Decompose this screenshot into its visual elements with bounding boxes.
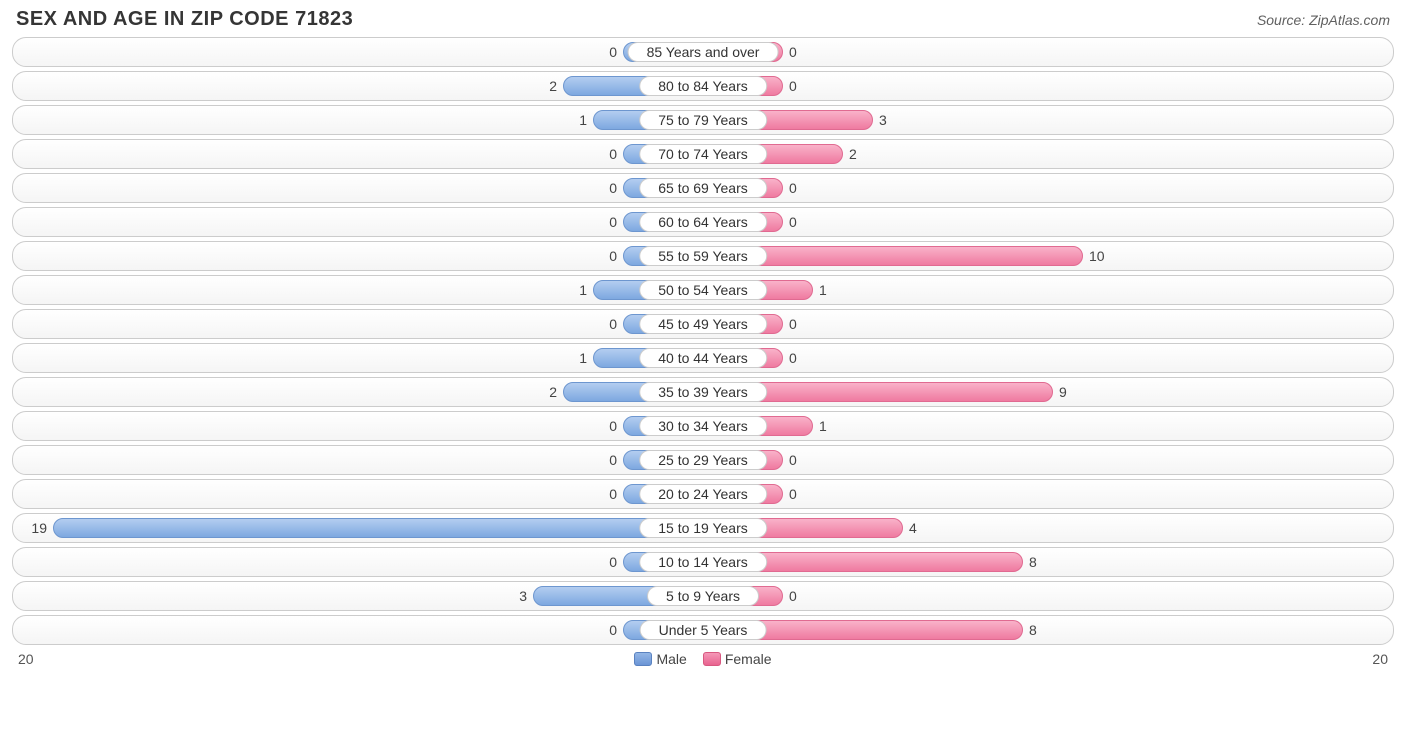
male-value: 0 (603, 146, 623, 162)
male-value: 19 (25, 520, 53, 536)
legend: Male Female (34, 651, 1373, 667)
age-group-label: 15 to 19 Years (639, 518, 767, 538)
legend-male-label: Male (656, 651, 686, 667)
female-value: 1 (813, 282, 833, 298)
female-value: 8 (1023, 622, 1043, 638)
male-value: 0 (603, 452, 623, 468)
female-value: 0 (783, 452, 803, 468)
female-value: 2 (843, 146, 863, 162)
legend-male: Male (634, 651, 686, 667)
age-group-label: 60 to 64 Years (639, 212, 767, 232)
axis-max-left: 20 (18, 651, 34, 667)
chart-row: 0085 Years and over (12, 37, 1394, 67)
chart-row: 1 0 40 to 44 Years (12, 343, 1394, 373)
male-value: 1 (573, 112, 593, 128)
male-value: 2 (543, 384, 563, 400)
chart-row: 0 0 65 to 69 Years (12, 173, 1394, 203)
chart-row: 0 0 25 to 29 Years (12, 445, 1394, 475)
age-group-label: 75 to 79 Years (639, 110, 767, 130)
chart-row: 0 0 20 to 24 Years (12, 479, 1394, 509)
chart-footer: 20 Male Female 20 (12, 649, 1394, 667)
male-value: 0 (603, 316, 623, 332)
male-value: 3 (513, 588, 533, 604)
female-value: 0 (783, 350, 803, 366)
chart-row: 1 3 75 to 79 Years (12, 105, 1394, 135)
age-group-label: 5 to 9 Years (647, 586, 759, 606)
male-value: 0 (603, 554, 623, 570)
chart-row: 0 2 70 to 74 Years (12, 139, 1394, 169)
chart-row: 0 10 55 to 59 Years (12, 241, 1394, 271)
female-value: 1 (813, 418, 833, 434)
chart-row: 0 8 10 to 14 Years (12, 547, 1394, 577)
male-value: 1 (573, 282, 593, 298)
age-group-label: 70 to 74 Years (639, 144, 767, 164)
male-value: 0 (603, 486, 623, 502)
age-group-label: 80 to 84 Years (639, 76, 767, 96)
chart-source: Source: ZipAtlas.com (1257, 12, 1390, 28)
female-value: 0 (783, 180, 803, 196)
chart-row: 1 1 50 to 54 Years (12, 275, 1394, 305)
male-value: 0 (603, 248, 623, 264)
female-value: 4 (903, 520, 923, 536)
male-value: 0 (603, 622, 623, 638)
female-value: 9 (1053, 384, 1073, 400)
chart-row: 19 4 15 to 19 Years (12, 513, 1394, 543)
female-value: 0 (783, 214, 803, 230)
male-value: 2 (543, 78, 563, 94)
male-swatch-icon (634, 652, 652, 666)
age-group-label: 85 Years and over (628, 42, 779, 62)
legend-female: Female (703, 651, 772, 667)
age-group-label: 35 to 39 Years (639, 382, 767, 402)
female-value: 10 (1083, 248, 1111, 264)
male-bar (53, 518, 703, 538)
female-value: 3 (873, 112, 893, 128)
chart-row: 2 9 35 to 39 Years (12, 377, 1394, 407)
age-group-label: 30 to 34 Years (639, 416, 767, 436)
legend-female-label: Female (725, 651, 772, 667)
female-value: 0 (783, 588, 803, 604)
female-value: 0 (783, 486, 803, 502)
male-value: 0 (603, 180, 623, 196)
female-value: 0 (783, 44, 803, 60)
chart-row: 0 8 Under 5 Years (12, 615, 1394, 645)
age-group-label: 50 to 54 Years (639, 280, 767, 300)
female-swatch-icon (703, 652, 721, 666)
age-group-label: 45 to 49 Years (639, 314, 767, 334)
age-group-label: 55 to 59 Years (639, 246, 767, 266)
male-value: 0 (603, 418, 623, 434)
population-pyramid: 0085 Years and over2080 to 84 Years1375 … (12, 37, 1394, 645)
axis-max-right: 20 (1372, 651, 1388, 667)
age-group-label: 20 to 24 Years (639, 484, 767, 504)
chart-row: 0 1 30 to 34 Years (12, 411, 1394, 441)
female-value: 8 (1023, 554, 1043, 570)
chart-row: 0 0 60 to 64 Years (12, 207, 1394, 237)
age-group-label: 25 to 29 Years (639, 450, 767, 470)
chart-row: 2 0 80 to 84 Years (12, 71, 1394, 101)
chart-row: 3 0 5 to 9 Years (12, 581, 1394, 611)
chart-header: SEX AND AGE IN ZIP CODE 71823 Source: Zi… (12, 8, 1394, 37)
male-value: 1 (573, 350, 593, 366)
age-group-label: 10 to 14 Years (639, 552, 767, 572)
female-value: 0 (783, 78, 803, 94)
female-value: 0 (783, 316, 803, 332)
age-group-label: 40 to 44 Years (639, 348, 767, 368)
age-group-label: Under 5 Years (640, 620, 767, 640)
male-value: 0 (603, 214, 623, 230)
chart-row: 0 0 45 to 49 Years (12, 309, 1394, 339)
male-value: 0 (603, 44, 623, 60)
chart-title: SEX AND AGE IN ZIP CODE 71823 (16, 8, 353, 31)
age-group-label: 65 to 69 Years (639, 178, 767, 198)
